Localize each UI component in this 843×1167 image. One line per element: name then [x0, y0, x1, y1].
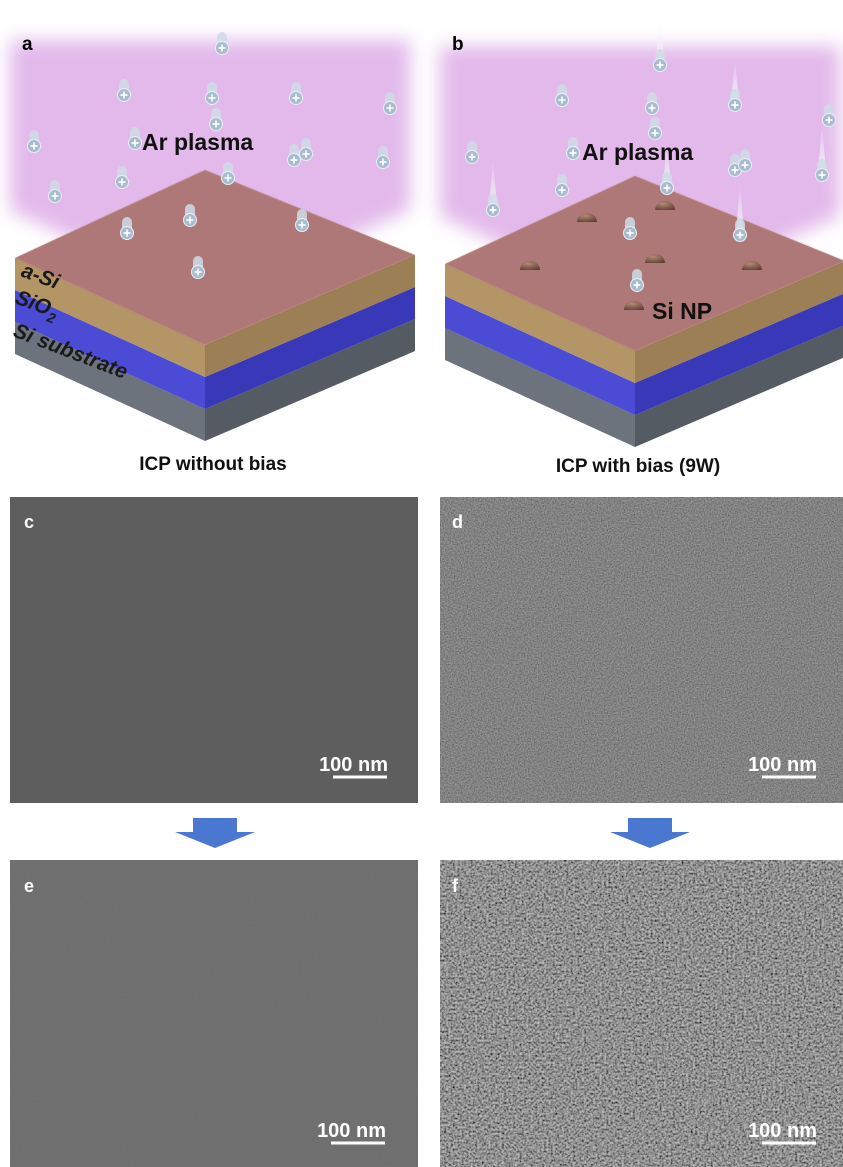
ion — [466, 141, 479, 164]
ion — [116, 166, 129, 189]
ion — [296, 209, 309, 232]
panel-label: b — [452, 34, 464, 55]
scale-bar-label: 100 nm — [319, 754, 388, 776]
plasma-label: Ar plasma — [142, 129, 253, 155]
caption: ICP without bias — [139, 454, 286, 475]
ion — [631, 269, 644, 292]
ion — [646, 92, 659, 115]
ion — [49, 180, 62, 203]
ion — [206, 82, 219, 105]
panel-label: d — [452, 512, 463, 532]
ion — [222, 162, 235, 185]
ion — [210, 108, 223, 131]
scale-bar-label: 100 nm — [748, 1120, 817, 1142]
ion — [28, 130, 41, 153]
arrow — [610, 818, 690, 848]
ion — [649, 117, 662, 140]
ion — [567, 137, 580, 160]
schematics — [10, 10, 843, 447]
ion — [823, 104, 836, 127]
panel-label: c — [24, 512, 34, 532]
ion — [654, 10, 667, 72]
ion — [377, 146, 390, 169]
ion — [739, 149, 752, 172]
particle-label: Si NP — [652, 298, 712, 324]
ion — [290, 82, 303, 105]
figure: a b Ar plasma Ar plasma a-Si SiO2 Si sub… — [0, 0, 843, 1167]
ion — [118, 79, 131, 102]
ion — [556, 84, 569, 107]
panel-label: e — [24, 876, 34, 896]
arrow — [175, 818, 255, 848]
ion — [556, 174, 569, 197]
ion — [216, 32, 229, 55]
ion — [121, 217, 134, 240]
plasma-label: Ar plasma — [582, 139, 693, 165]
panel-label: f — [452, 876, 459, 896]
ion — [624, 217, 637, 240]
ion — [300, 138, 313, 161]
schematic — [440, 46, 843, 447]
caption: ICP with bias (9W) — [556, 456, 720, 477]
scale-bar-label: 100 nm — [748, 754, 817, 776]
scale-bar-label: 100 nm — [317, 1120, 386, 1142]
ion — [129, 127, 142, 150]
ion — [384, 92, 397, 115]
panel-label: a — [22, 34, 33, 55]
ion — [184, 204, 197, 227]
ion — [288, 144, 301, 167]
ion — [192, 256, 205, 279]
